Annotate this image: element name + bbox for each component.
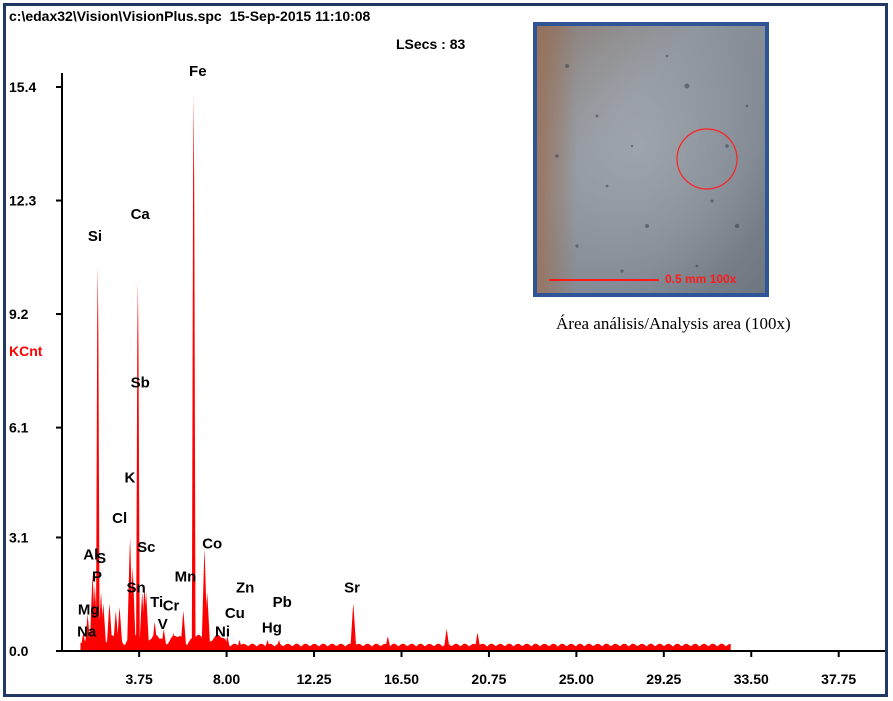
- element-label: P: [92, 568, 102, 585]
- element-label: Ca: [131, 206, 151, 223]
- spectrum-peak: [350, 603, 357, 651]
- spectrum-peak: [275, 640, 283, 651]
- element-label: Hg: [262, 620, 282, 637]
- element-label: Sb: [131, 374, 150, 391]
- spectrum-peak: [136, 281, 140, 651]
- spectrum-peak: [160, 629, 167, 651]
- x-tick-label: 29.25: [646, 671, 681, 687]
- element-label: Sc: [137, 539, 155, 556]
- element-label: Al: [83, 546, 98, 563]
- file-path-header: c:\edax32\Vision\VisionPlus.spc 15-Sep-2…: [9, 8, 370, 24]
- element-label: Mn: [175, 568, 197, 585]
- x-tick-label: 16.50: [384, 671, 419, 687]
- spectrum-peak: [474, 632, 481, 651]
- spectrum-peak: [95, 266, 100, 651]
- y-tick-label: 0.0: [9, 643, 29, 659]
- element-label: Si: [88, 228, 102, 245]
- element-label: Cu: [225, 605, 245, 622]
- element-label: Zn: [236, 579, 254, 596]
- spectrum-peak: [264, 640, 271, 651]
- micrograph-image: [537, 26, 765, 293]
- inset-caption: Área análisis/Analysis area (100x): [556, 314, 791, 333]
- spectrum-peak: [151, 621, 158, 651]
- element-label: Sr: [344, 579, 360, 596]
- y-tick-label: 9.2: [9, 306, 29, 322]
- element-label: S: [96, 550, 106, 567]
- spectrum-peak: [180, 610, 187, 651]
- element-label: Na: [77, 623, 97, 640]
- element-label: Cl: [112, 510, 127, 527]
- spectrum-peak: [170, 632, 177, 651]
- element-label: Fe: [189, 63, 207, 80]
- spectrum-peak: [212, 636, 219, 651]
- spectrum-peak: [191, 94, 196, 651]
- timestamp: 15-Sep-2015 11:10:08: [229, 8, 371, 24]
- spectrum-peak: [106, 603, 113, 651]
- spectrum-peak: [224, 636, 231, 651]
- x-tick-label: 25.00: [559, 671, 594, 687]
- x-tick-label: 8.00: [213, 671, 240, 687]
- spectrum-peak: [84, 614, 91, 651]
- element-label: Sn: [126, 579, 145, 596]
- spectrum-peak: [204, 592, 211, 651]
- element-label: Mg: [78, 601, 100, 618]
- spectrum-peak: [143, 592, 150, 651]
- x-tick-label: 20.75: [471, 671, 506, 687]
- element-label: Pb: [273, 594, 292, 611]
- spectrum-peak: [236, 640, 243, 651]
- spectrum-peak: [116, 607, 123, 651]
- spectrum-peak: [129, 566, 136, 651]
- x-tick-label: 12.25: [297, 671, 332, 687]
- element-label: Ni: [215, 623, 230, 640]
- analysis-spot-circle: [676, 128, 738, 190]
- y-tick-label: 12.3: [9, 193, 36, 209]
- element-label: Ti: [150, 594, 163, 611]
- y-tick-label: 15.4: [9, 79, 36, 95]
- element-label: K: [124, 470, 135, 487]
- element-label: Co: [202, 535, 222, 552]
- y-tick-label: 3.1: [9, 529, 29, 545]
- spectrum-peak: [443, 629, 450, 651]
- y-axis-label: KCnt: [9, 343, 43, 359]
- element-label: V: [158, 616, 168, 633]
- analysis-area-micrograph: 0.5 mm 100x: [533, 22, 769, 297]
- y-tick-label: 6.1: [9, 420, 29, 436]
- x-tick-label: 3.75: [126, 671, 153, 687]
- spectrum-peak: [100, 603, 107, 651]
- x-tick-label: 37.75: [821, 671, 856, 687]
- live-seconds: LSecs : 83: [396, 36, 466, 52]
- spectrum-background: [80, 634, 731, 651]
- file-path: c:\edax32\Vision\VisionPlus.spc: [9, 8, 222, 24]
- x-tick-label: 33.50: [734, 671, 769, 687]
- spectrum-peak: [80, 632, 87, 651]
- spectrum-peak: [384, 636, 391, 651]
- element-label: Cr: [163, 598, 180, 615]
- scale-bar-label: 0.5 mm 100x: [665, 272, 737, 286]
